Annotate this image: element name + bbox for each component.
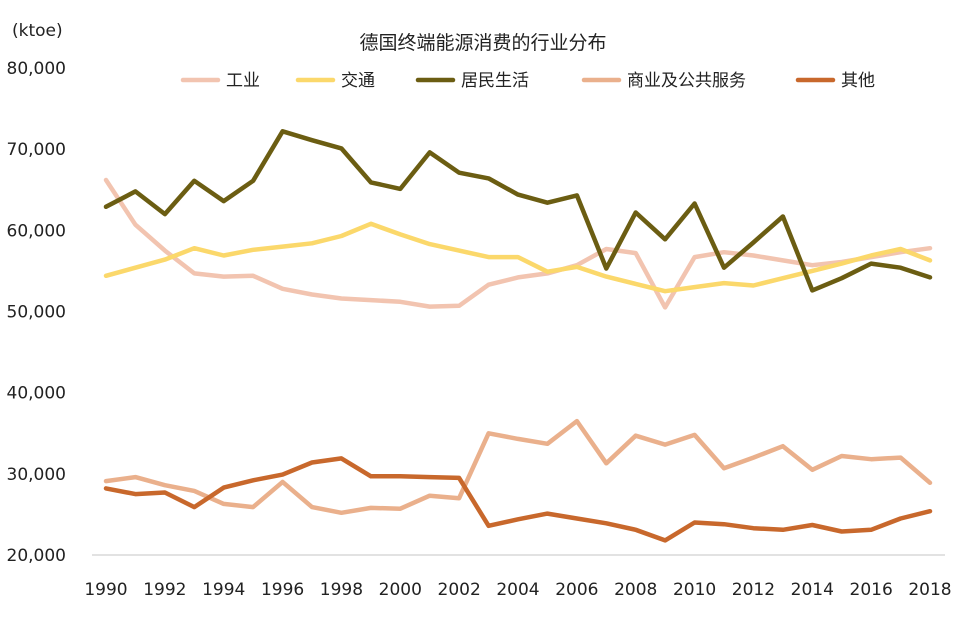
y-tick-label: 40,000 bbox=[7, 384, 66, 404]
y-axis-ticks: 20,000 30,000 40,000 50,000 60,000 70,000 80,0… bbox=[7, 59, 66, 566]
x-tick-label: 1990 bbox=[84, 580, 127, 600]
y-tick-label: 20,000 bbox=[7, 546, 66, 566]
x-tick-label: 2014 bbox=[791, 580, 834, 600]
x-tick-label: 2006 bbox=[555, 580, 598, 600]
x-tick-label: 1992 bbox=[143, 580, 186, 600]
x-tick-label: 2018 bbox=[908, 580, 951, 600]
series-line-0 bbox=[103, 177, 933, 310]
legend-label-3: 商业及公共服务 bbox=[627, 71, 746, 91]
y-axis-unit-label: (ktoe) bbox=[12, 21, 63, 41]
x-tick-label: 2016 bbox=[850, 580, 893, 600]
x-tick-label: 1998 bbox=[320, 580, 363, 600]
y-tick-label: 80,000 bbox=[7, 59, 66, 79]
x-tick-label: 2012 bbox=[732, 580, 775, 600]
x-tick-label: 2000 bbox=[379, 580, 422, 600]
x-tick-label: 2008 bbox=[614, 580, 657, 600]
legend-label-0: 工业 bbox=[226, 71, 260, 91]
x-axis-ticks: 1990 1992 1994 1996 1998 2000 2002 2004 2006 2008… bbox=[84, 580, 951, 600]
series-line-3 bbox=[103, 418, 933, 516]
legend-label-2: 居民生活 bbox=[461, 71, 529, 91]
chart-title: 德国终端能源消费的行业分布 bbox=[359, 32, 606, 54]
legend-label-1: 交通 bbox=[341, 71, 375, 91]
series-line-1 bbox=[103, 221, 933, 294]
y-tick-label: 60,000 bbox=[7, 221, 66, 241]
y-tick-label: 30,000 bbox=[7, 465, 66, 485]
y-tick-label: 70,000 bbox=[7, 140, 66, 160]
series-lines bbox=[103, 129, 933, 543]
x-tick-label: 1994 bbox=[202, 580, 245, 600]
y-tick-label: 50,000 bbox=[7, 303, 66, 323]
x-tick-label: 2004 bbox=[496, 580, 539, 600]
legend: 工业 交通 居民生活 商业及公共服务 其他 bbox=[180, 71, 875, 91]
series-line-4 bbox=[103, 456, 933, 543]
x-tick-label: 1996 bbox=[261, 580, 304, 600]
series-line-2 bbox=[103, 129, 933, 293]
x-tick-label: 2010 bbox=[673, 580, 716, 600]
x-tick-label: 2002 bbox=[438, 580, 481, 600]
legend-label-4: 其他 bbox=[841, 71, 875, 91]
